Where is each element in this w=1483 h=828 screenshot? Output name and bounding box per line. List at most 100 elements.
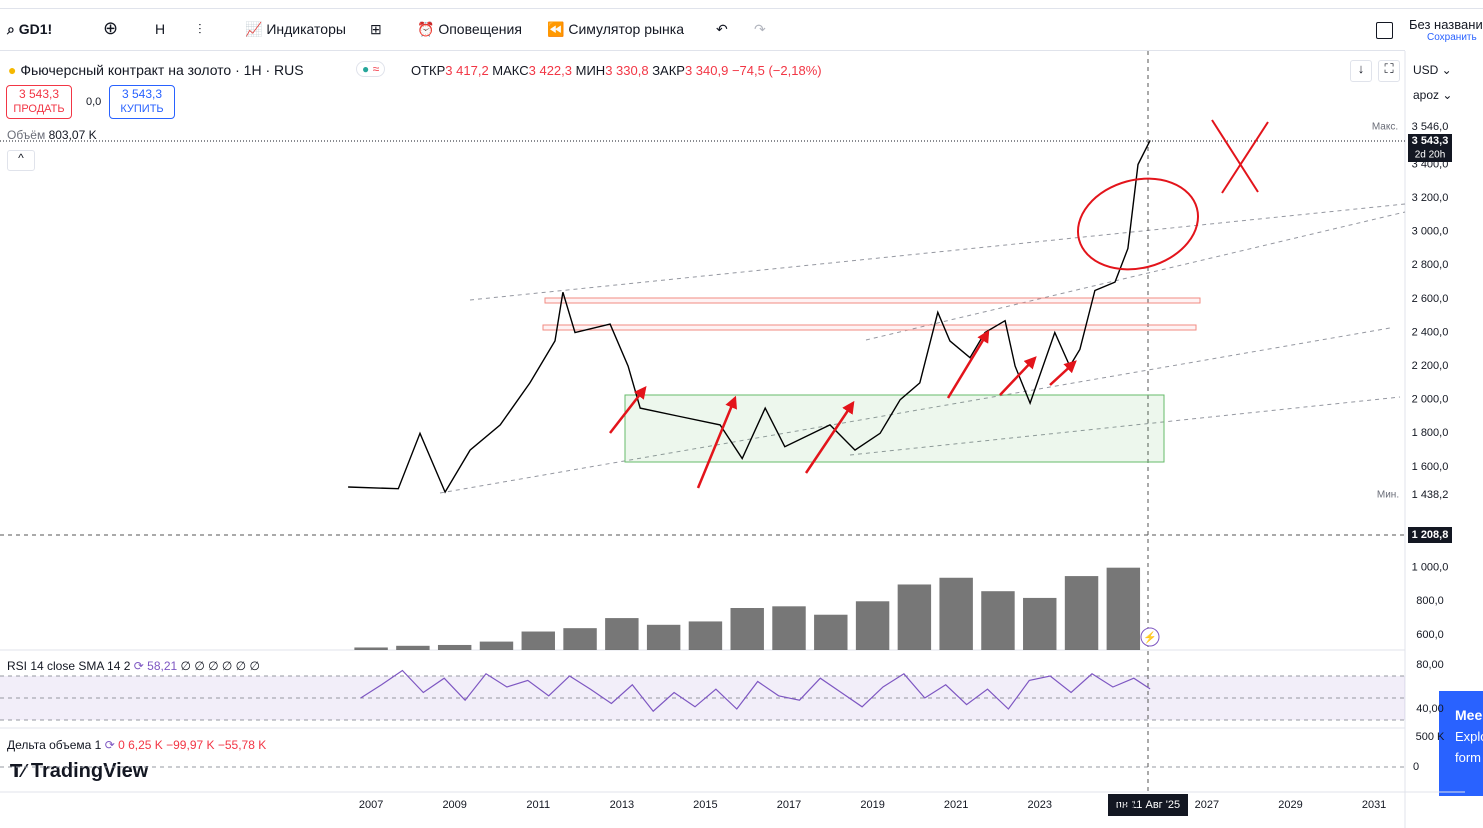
download[interactable]: ↓ — [1350, 60, 1372, 82]
sell-price[interactable]: 3 543,3 — [18, 87, 60, 101]
save[interactable]: Сохранить — [1427, 32, 1477, 43]
scale-mode[interactable]: apoz — [1413, 88, 1440, 102]
brand: 𝗧⁄ TradingView — [10, 760, 149, 782]
x-tick-label: 2015 — [693, 799, 717, 811]
arrow — [999, 356, 1037, 396]
y-tick-label: 2 400,0 — [1412, 326, 1449, 338]
open: 3 417,2 — [445, 63, 489, 78]
volume-bar — [814, 614, 848, 650]
replay-button[interactable]: ⏪ Симулятор рынка — [547, 21, 684, 37]
x-tick-label: 2029 — [1278, 799, 1302, 811]
layout-icon[interactable] — [1376, 22, 1393, 39]
y-tick-label: 1 600,0 — [1412, 461, 1449, 473]
x-tick-label: 2011 — [526, 799, 550, 811]
min-value: 1 438,2 — [1412, 489, 1449, 501]
alerts[interactable]: Оповещения — [438, 21, 522, 37]
trend-line — [439, 327, 1391, 494]
event-glyph: ⚡ — [1143, 631, 1157, 644]
arrow — [1049, 360, 1077, 386]
crosshair-price: 1 208,8 — [1412, 529, 1449, 541]
y-tick-label: 2 800,0 — [1412, 259, 1449, 271]
x-tick-label: 2007 — [359, 799, 383, 811]
trend-line — [469, 203, 1406, 301]
rsi-legend: RSI 14 close SMA 14 2 ⟳ 58,21 ∅ ∅ ∅ ∅ ∅ … — [7, 659, 260, 673]
undo[interactable]: ↶ — [716, 21, 728, 37]
buy[interactable]: КУПИТЬ — [120, 103, 164, 115]
cross-annotation — [1211, 119, 1269, 194]
low-label: МИН — [575, 63, 606, 78]
y-tick-label: 600,0 — [1416, 629, 1444, 641]
arrow — [609, 386, 647, 434]
fullscreen[interactable]: ⛶ — [1378, 60, 1400, 82]
sell-button[interactable]: 3 543,3 ПРОДАТЬ — [6, 85, 72, 119]
symbol-search[interactable]: ⌕ GD1! — [7, 21, 52, 38]
delta-values: 0 6,25 K −99,97 K −55,78 K — [118, 738, 267, 752]
layout-name[interactable]: Без названи — [1409, 17, 1483, 32]
y-tick-label: 2 000,0 — [1412, 394, 1449, 406]
y-tick-label: 3 000,0 — [1412, 226, 1449, 238]
x-tick-label: 2025 — [1111, 799, 1135, 811]
templates[interactable]: ⊞ — [370, 21, 382, 37]
volume-bar — [1106, 567, 1141, 650]
volume-bar — [939, 577, 973, 650]
y-tick-label: 3 400,0 — [1412, 158, 1449, 170]
series — [348, 140, 1151, 713]
redo[interactable]: ↷ — [754, 21, 766, 37]
popup-line2[interactable]: form — [1455, 750, 1481, 765]
interval[interactable]: Н — [155, 21, 166, 37]
y-tick-label: 3 200,0 — [1412, 192, 1449, 204]
promo-popup[interactable]: Mee Explo form — [1439, 691, 1483, 796]
arrow — [946, 329, 990, 399]
y-tick-label: 2 600,0 — [1412, 293, 1449, 305]
symbol[interactable]: GD1! — [18, 21, 53, 37]
high: 3 422,3 — [528, 63, 572, 78]
rsi-label: RSI 14 close SMA 14 2 — [7, 659, 131, 673]
zone — [544, 297, 1201, 304]
buy-price[interactable]: 3 543,3 — [121, 87, 163, 101]
scale-select[interactable]: apoz ⌄ — [1413, 88, 1453, 102]
trend-line — [865, 211, 1406, 341]
alerts-button[interactable]: ⏰ Оповещения — [417, 21, 522, 37]
y-tick-label: 1 800,0 — [1412, 427, 1449, 439]
last-price: 3 543,3 — [1412, 135, 1449, 147]
indicators[interactable]: Индикаторы — [266, 21, 346, 37]
min-label: Мин. — [1377, 490, 1399, 501]
range-box — [624, 394, 1165, 463]
change: −74,5 (−2,18%) — [731, 63, 822, 78]
event-icon[interactable] — [1140, 627, 1160, 647]
price-line — [360, 669, 1151, 713]
chart-type[interactable]: ⫶ — [198, 21, 202, 37]
x-tick-label: 2027 — [1195, 799, 1219, 811]
popup-title[interactable]: Mee — [1455, 707, 1483, 723]
legend-title: Фьючерсный контракт на золото · 1H · RUS — [20, 62, 304, 78]
currency-select[interactable]: USD ⌄ — [1413, 63, 1452, 77]
volume-bar — [396, 645, 430, 650]
sell[interactable]: ПРОДАТЬ — [13, 103, 65, 115]
x-tick-label: 2021 — [944, 799, 968, 811]
countdown: 2d 20h — [1415, 150, 1446, 161]
max-label: Макс. — [1372, 122, 1398, 133]
volume-bar — [772, 606, 806, 650]
y-tick-label: 800,0 — [1416, 595, 1444, 607]
volume-bar — [1023, 597, 1057, 650]
buy-button[interactable]: 3 543,3 КУПИТЬ — [109, 85, 175, 119]
add-symbol[interactable]: ⊕ — [103, 18, 119, 38]
arrow — [696, 395, 737, 489]
volume-bar — [688, 621, 723, 650]
x-tick-label: 2017 — [777, 799, 801, 811]
currency[interactable]: USD — [1413, 63, 1439, 77]
replay[interactable]: Симулятор рынка — [568, 21, 684, 37]
indicators-button[interactable]: 📈 Индикаторы — [245, 21, 346, 37]
status-badges[interactable]: ● ≈ — [356, 61, 386, 77]
circle-annotation — [1076, 177, 1200, 271]
popup-line1[interactable]: Explo — [1455, 729, 1483, 744]
delta-legend: Дельта объема 1 ⟳ 0 6,25 K −99,97 K −55,… — [7, 738, 267, 752]
close: 3 340,9 — [684, 63, 729, 78]
volume-bar — [563, 628, 597, 650]
collapse-legend[interactable]: ^ — [7, 150, 35, 171]
close-label: ЗАКР — [652, 63, 685, 78]
delta-label: Дельта объема 1 — [7, 738, 102, 752]
volume-bar — [479, 641, 514, 650]
volume-bar — [605, 618, 639, 650]
